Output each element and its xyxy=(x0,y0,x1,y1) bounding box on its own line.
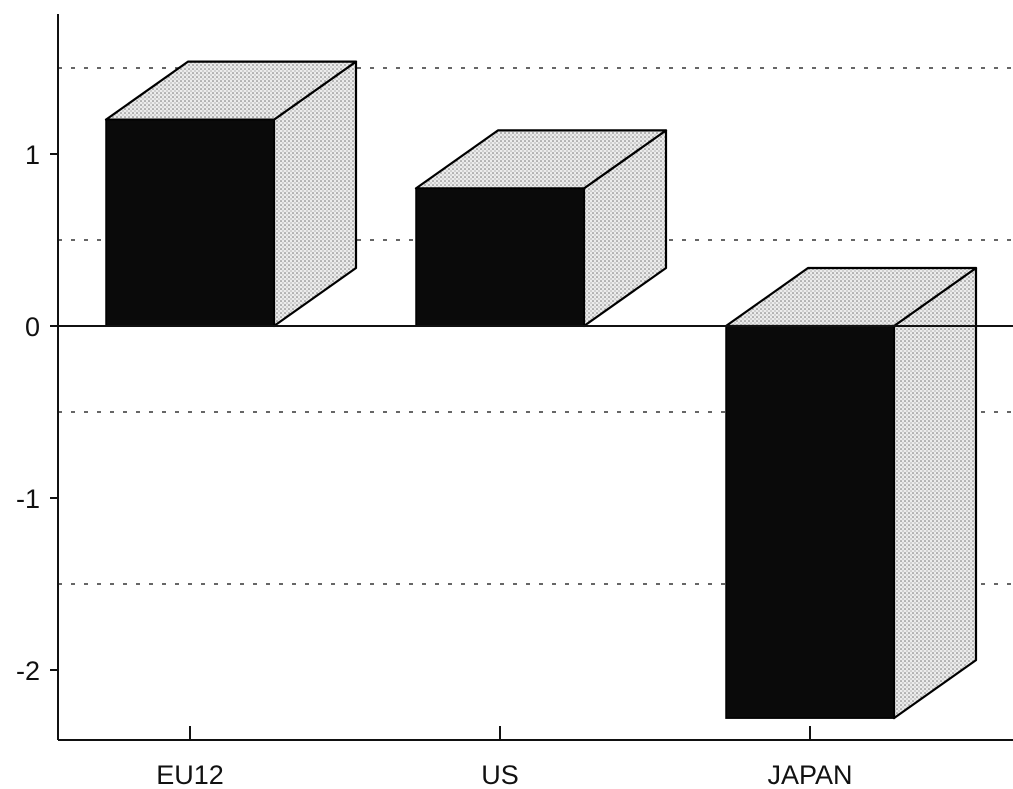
bar-side-face xyxy=(892,266,978,720)
x-tick-label: US xyxy=(481,760,519,789)
bars xyxy=(104,60,978,720)
bar-eu12 xyxy=(104,60,358,328)
x-tick-label: EU12 xyxy=(156,760,224,789)
y-tick-label: -2 xyxy=(16,656,40,686)
y-tick-label: 0 xyxy=(25,312,40,342)
bar-front-face xyxy=(415,187,585,327)
y-tick-label: -1 xyxy=(16,484,40,514)
y-tick-label: 1 xyxy=(25,140,40,170)
tick-labels: -2 -1 0 1 EU12 US JAPAN xyxy=(16,140,853,789)
bar-front-face xyxy=(105,118,275,327)
bar-front-face xyxy=(725,325,895,719)
bar-japan xyxy=(724,266,978,720)
bar-us xyxy=(414,129,668,328)
x-tick-label: JAPAN xyxy=(767,760,852,789)
axes xyxy=(50,14,1013,741)
